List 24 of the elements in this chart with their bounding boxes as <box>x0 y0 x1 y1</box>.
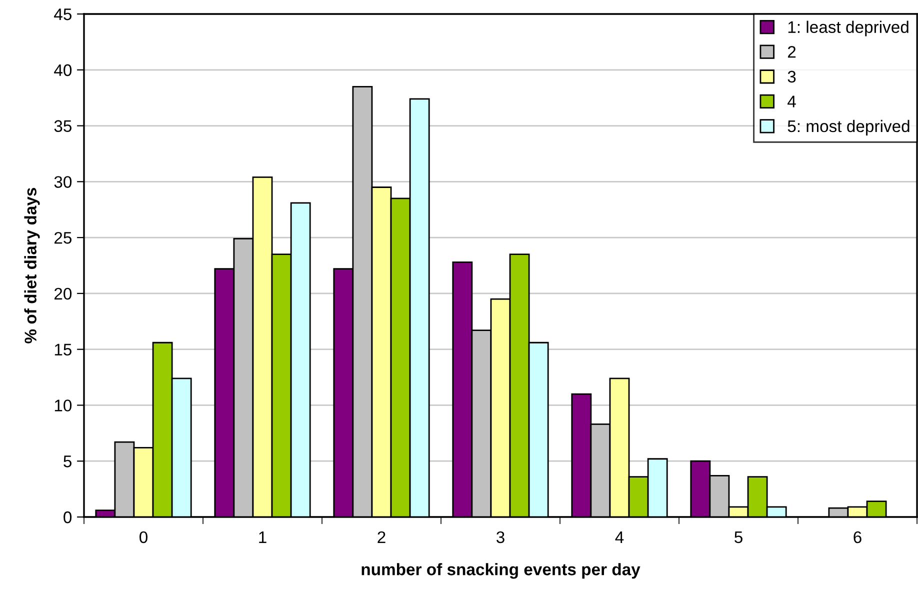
x-tick-label: 2 <box>378 531 386 543</box>
y-axis-title: % of diet diary days <box>24 188 40 344</box>
y-tick-label: 5 <box>64 456 72 468</box>
y-tick-label: 35 <box>54 120 72 132</box>
legend-label: 2 <box>788 46 796 58</box>
y-tick-label: 30 <box>54 176 72 188</box>
x-tick-label: 5 <box>734 532 742 544</box>
x-tick-label: 1 <box>259 532 266 543</box>
y-tick-label: 10 <box>54 400 72 412</box>
y-tick-label: 20 <box>54 288 72 300</box>
x-axis-title: number of snacking events per day <box>362 563 640 579</box>
y-tick-label: 15 <box>54 344 72 356</box>
y-tick-label: 25 <box>54 232 72 244</box>
legend-label: 5: most deprived <box>788 120 910 136</box>
legend-label: 4 <box>788 96 796 108</box>
x-tick-label: 0 <box>140 531 148 544</box>
x-tick-label: 4 <box>615 532 624 543</box>
legend-label: 1: least deprived <box>788 20 908 36</box>
y-tick-label: 45 <box>54 8 72 20</box>
x-tick-label: 3 <box>496 531 504 544</box>
legend-label: 3 <box>788 70 796 83</box>
y-tick-label: 40 <box>54 64 72 76</box>
y-tick-label: 0 <box>64 511 72 524</box>
x-tick-label: 6 <box>854 531 862 544</box>
